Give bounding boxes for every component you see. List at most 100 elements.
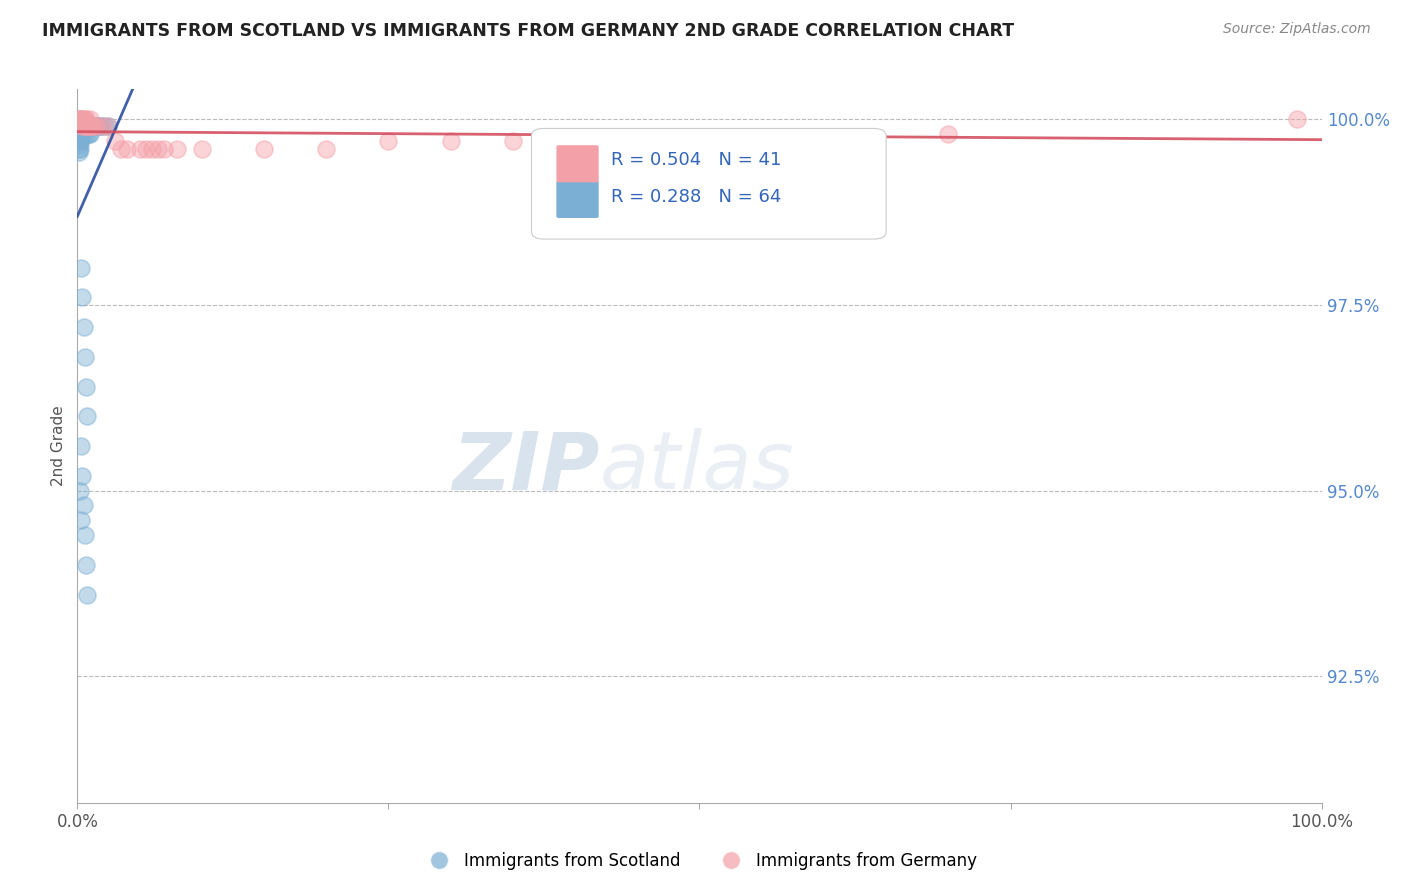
Point: [72, 115, 94, 129]
Point: [148, 142, 170, 156]
Point: [67, 112, 90, 126]
Text: atlas: atlas: [600, 428, 794, 507]
Point: [69, 115, 91, 129]
Point: [75, 112, 97, 126]
Point: [938, 127, 960, 141]
Point: [79, 112, 101, 126]
Point: [75, 379, 97, 393]
Point: [72, 290, 94, 304]
Point: [191, 142, 214, 156]
Point: [564, 134, 586, 148]
Point: [83, 120, 105, 134]
Point: [73, 350, 96, 364]
Point: [69, 112, 91, 126]
Point: [73, 120, 96, 134]
Point: [440, 134, 463, 148]
Point: [128, 142, 150, 156]
Point: [87, 120, 110, 134]
Point: [73, 115, 96, 129]
Point: [73, 528, 96, 542]
Point: [70, 127, 93, 141]
Point: [67, 115, 90, 129]
Point: [135, 142, 157, 156]
Point: [153, 142, 176, 156]
Point: [67, 137, 90, 152]
Point: [83, 120, 105, 134]
Point: [70, 123, 93, 137]
Point: [69, 134, 91, 148]
Point: [67, 123, 90, 137]
Point: [75, 121, 97, 136]
Text: R = 0.504   N = 41: R = 0.504 N = 41: [612, 152, 782, 169]
Point: [72, 320, 94, 334]
Point: [76, 409, 98, 424]
Point: [67, 127, 90, 141]
Point: [91, 120, 114, 134]
Point: [73, 112, 96, 126]
Point: [67, 134, 90, 148]
Point: [70, 439, 93, 453]
Point: [69, 114, 91, 128]
Point: [91, 120, 114, 134]
Point: [72, 127, 94, 141]
FancyBboxPatch shape: [557, 181, 599, 218]
Point: [67, 142, 90, 156]
Point: [80, 120, 103, 134]
Point: [75, 117, 97, 131]
Point: [76, 120, 98, 134]
Point: [166, 142, 188, 156]
Point: [115, 142, 138, 156]
Point: [72, 120, 94, 134]
Point: [73, 123, 96, 137]
Point: [1285, 112, 1308, 126]
Point: [315, 142, 337, 156]
Point: [84, 120, 107, 134]
Point: [70, 115, 93, 129]
Point: [377, 134, 399, 148]
Point: [84, 120, 107, 134]
Y-axis label: 2nd Grade: 2nd Grade: [51, 406, 66, 486]
Point: [83, 120, 105, 134]
Point: [97, 120, 120, 134]
Point: [70, 513, 93, 527]
Point: [82, 120, 104, 134]
Point: [77, 120, 100, 134]
Point: [79, 120, 101, 134]
Point: [76, 120, 98, 134]
Point: [75, 120, 97, 134]
Point: [110, 142, 132, 156]
Point: [76, 588, 98, 602]
Point: [70, 260, 93, 275]
Point: [73, 120, 96, 134]
Point: [72, 468, 94, 483]
Point: [72, 112, 94, 126]
Point: [70, 115, 93, 129]
Point: [76, 127, 98, 141]
Point: [72, 499, 94, 513]
Point: [69, 121, 91, 136]
Point: [86, 120, 108, 134]
Point: [77, 120, 100, 134]
Point: [79, 120, 101, 134]
Text: IMMIGRANTS FROM SCOTLAND VS IMMIGRANTS FROM GERMANY 2ND GRADE CORRELATION CHART: IMMIGRANTS FROM SCOTLAND VS IMMIGRANTS F…: [42, 22, 1014, 40]
Point: [104, 134, 127, 148]
Point: [69, 117, 91, 131]
FancyBboxPatch shape: [557, 145, 599, 182]
Point: [502, 134, 524, 148]
Point: [70, 112, 93, 126]
Point: [69, 127, 91, 141]
Text: R = 0.288   N = 64: R = 0.288 N = 64: [612, 187, 782, 205]
Point: [67, 145, 90, 160]
Point: [75, 558, 97, 572]
Point: [72, 115, 94, 129]
Point: [69, 483, 91, 498]
Point: [72, 127, 94, 141]
Point: [77, 127, 100, 141]
Point: [97, 120, 120, 134]
Point: [70, 134, 93, 148]
Text: ZIP: ZIP: [453, 428, 600, 507]
Point: [72, 120, 94, 134]
Point: [67, 120, 90, 134]
Point: [89, 120, 111, 134]
Point: [69, 120, 91, 134]
